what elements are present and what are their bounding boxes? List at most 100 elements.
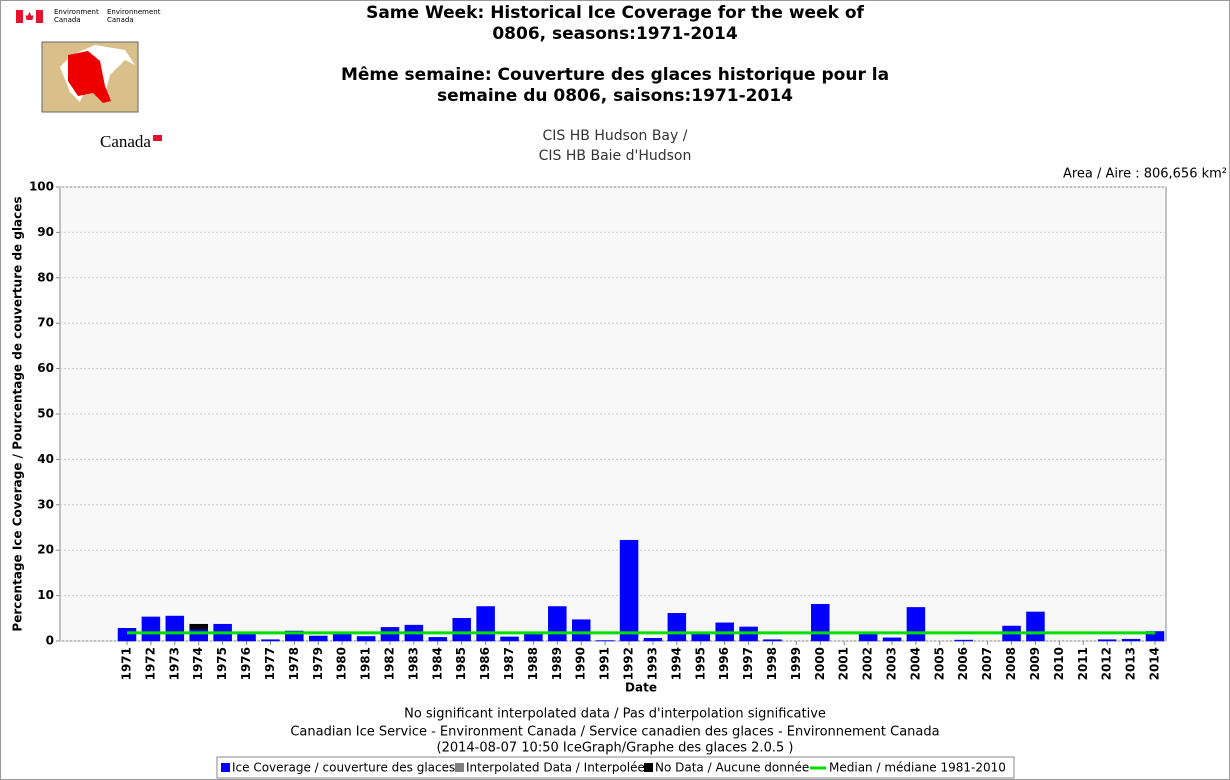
legend-swatch: [455, 763, 464, 772]
bar: [309, 635, 328, 642]
x-tick-label: 2012: [1100, 647, 1114, 680]
bar: [428, 637, 448, 642]
x-tick-label: 1988: [526, 647, 540, 680]
x-tick-label: 1984: [430, 647, 444, 680]
dept-en: Environment: [54, 8, 99, 16]
x-tick-label: 1994: [669, 647, 683, 680]
legend-swatch: [644, 763, 653, 772]
bar: [117, 628, 137, 642]
title: semaine du 0806, saisons:1971-2014: [437, 86, 793, 106]
bar: [165, 615, 185, 642]
bar: [285, 630, 304, 642]
x-tick-label: 2001: [837, 647, 851, 680]
bar: [141, 616, 161, 642]
bar: [571, 619, 591, 642]
dept-fr: Canada: [107, 16, 134, 24]
x-tick-label: 1996: [717, 647, 731, 680]
x-tick-label: 1993: [645, 647, 659, 680]
bar: [548, 606, 567, 642]
bar: [524, 633, 543, 642]
y-tick-label: 90: [37, 225, 54, 239]
bar: [906, 607, 926, 642]
subtitle: CIS HB Hudson Bay /: [543, 128, 688, 144]
x-axis-label: Date: [625, 681, 657, 695]
x-tick-label: 2014: [1148, 647, 1162, 680]
legend-label: Interpolated Data / Interpolée: [466, 761, 645, 775]
x-tick-label: 1974: [191, 647, 205, 680]
y-tick-label: 40: [37, 452, 54, 466]
bar: [1121, 638, 1141, 642]
bar: [500, 636, 519, 642]
x-tick-label: 2010: [1052, 647, 1066, 680]
x-tick-label: 1991: [598, 647, 612, 680]
y-tick-label: 50: [37, 407, 54, 421]
y-tick-label: 60: [37, 361, 54, 375]
x-tick-label: 2003: [885, 647, 899, 680]
x-tick-label: 1987: [502, 647, 516, 680]
wordmark: Canada: [100, 132, 151, 151]
title: Même semaine: Couverture des glaces hist…: [341, 65, 889, 85]
x-tick-label: 2006: [956, 647, 970, 680]
x-tick-label: 1973: [167, 647, 181, 680]
bar: [811, 603, 830, 642]
bar: [261, 639, 280, 642]
title: Same Week: Historical Ice Coverage for t…: [366, 3, 864, 23]
footer: Canadian Ice Service - Environment Canad…: [290, 725, 939, 740]
x-tick-label: 1978: [287, 647, 301, 680]
x-tick-label: 2002: [861, 647, 875, 680]
y-tick-label: 20: [37, 543, 54, 557]
legend-label: Median / médiane 1981-2010: [829, 761, 1006, 775]
x-tick-label: 1972: [143, 647, 157, 680]
bar: [619, 539, 639, 642]
legend-label: Ice Coverage / couverture des glaces: [232, 761, 455, 775]
x-tick-label: 1983: [406, 647, 420, 680]
area-label: Area / Aire : 806,656 km²: [1063, 167, 1227, 182]
x-tick-label: 1989: [550, 647, 564, 680]
x-tick-label: 2009: [1028, 647, 1042, 680]
bar: [763, 639, 782, 642]
x-tick-label: 1990: [574, 647, 588, 680]
x-tick-label: 2008: [1004, 647, 1018, 680]
y-tick-label: 30: [37, 497, 54, 511]
bar: [643, 638, 663, 642]
x-tick-label: 1981: [359, 647, 373, 680]
bar: [452, 618, 471, 642]
x-tick-label: 1995: [693, 647, 707, 680]
x-tick-label: 1976: [239, 647, 253, 680]
bar: [1026, 611, 1045, 642]
bar: [954, 639, 973, 642]
x-tick-label: 1992: [622, 647, 636, 680]
bar: [882, 637, 902, 642]
x-tick-label: 2007: [980, 647, 994, 680]
dept-en: Canada: [54, 16, 81, 24]
footer: No significant interpolated data / Pas d…: [404, 707, 826, 722]
x-tick-label: 1979: [311, 647, 325, 680]
bar: [189, 628, 208, 642]
bar: [356, 636, 376, 642]
x-tick-label: 2000: [813, 647, 827, 680]
x-tick-label: 2011: [1076, 647, 1090, 680]
x-tick-label: 1986: [478, 647, 492, 680]
y-tick-label: 0: [46, 634, 54, 648]
x-tick-label: 1985: [454, 647, 468, 680]
legend-swatch: [221, 763, 230, 772]
x-tick-label: 2005: [932, 647, 946, 680]
x-tick-label: 2013: [1124, 647, 1138, 680]
footer: (2014-08-07 10:50 IceGraph/Graphe des gl…: [437, 741, 794, 756]
bar: [189, 623, 208, 630]
x-tick-label: 1977: [263, 647, 277, 680]
y-tick-label: 70: [37, 316, 54, 330]
x-tick-label: 1971: [120, 647, 134, 680]
title: 0806, seasons:1971-2014: [492, 24, 737, 44]
legend-label: No Data / Aucune donnée: [655, 761, 809, 775]
x-tick-label: 2004: [908, 647, 922, 680]
x-tick-label: 1997: [741, 647, 755, 680]
y-axis-label: Percentage Ice Coverage / Pourcentage de…: [11, 196, 25, 631]
logo: Environment Canada Environnement Canada …: [16, 8, 162, 151]
x-tick-label: 1999: [789, 647, 803, 680]
bar: [667, 613, 687, 642]
y-tick-label: 80: [37, 270, 54, 284]
x-tick-label: 1998: [765, 647, 779, 680]
legend: [216, 756, 1015, 779]
